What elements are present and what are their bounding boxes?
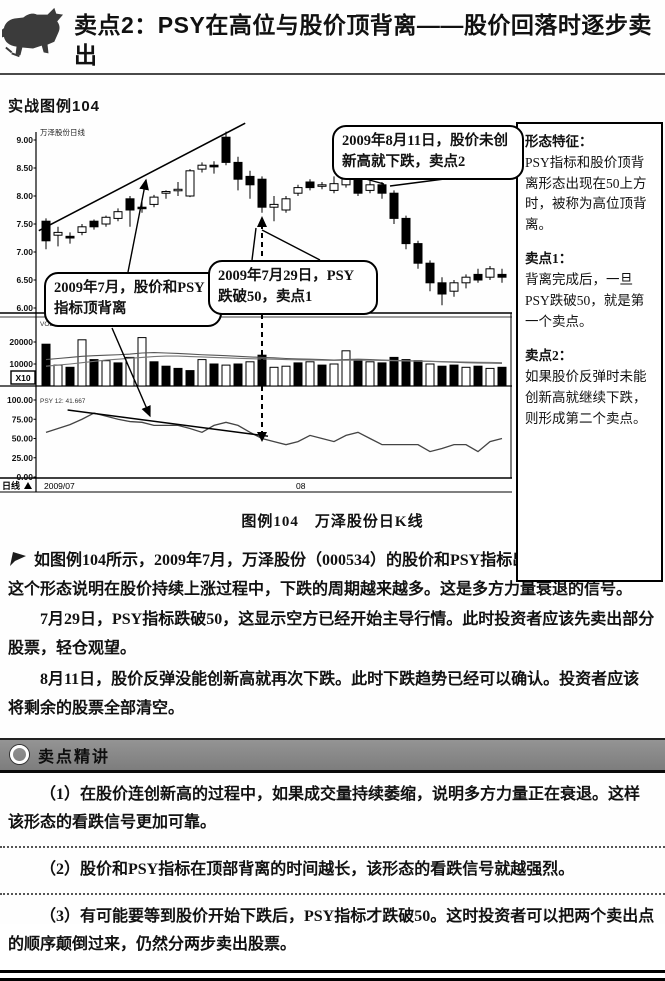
sidebar-text: 如果股价反弹时未能创新高就继续下跌，则形成第二个卖点。 <box>525 368 647 426</box>
figure-label: 实战图例104 <box>8 97 101 115</box>
annotation-sellpoint1-callout: 2009年7月29日，PSY跌破50，卖点1 <box>208 259 378 316</box>
svg-text:7.00: 7.00 <box>16 247 33 257</box>
svg-text:10000: 10000 <box>9 359 33 369</box>
ring-icon <box>10 745 29 764</box>
sidebar-heading: 卖点2： <box>525 348 573 364</box>
body-text: 如图例104所示，2009年7月，万泽股份（000534）的股价和PSY指标出现… <box>0 541 665 724</box>
svg-text:20000: 20000 <box>9 337 33 347</box>
svg-text:X10: X10 <box>15 373 30 383</box>
svg-text:万泽股份日线: 万泽股份日线 <box>40 127 85 137</box>
svg-text:8.50: 8.50 <box>16 163 33 173</box>
sidebar-heading: 形态特征： <box>525 133 593 149</box>
body-paragraph: 如图例104所示，2009年7月，万泽股份（000534）的股价和PSY指标出现… <box>8 547 655 605</box>
bottom-double-rule <box>0 969 665 981</box>
svg-text:8.00: 8.00 <box>16 191 33 201</box>
sidebar-heading: 卖点1： <box>525 251 573 267</box>
svg-text:6.00: 6.00 <box>16 303 33 313</box>
svg-text:日线: 日线 <box>2 480 20 491</box>
annotation-sellpoint2-callout: 2009年8月11日，股价未创新高就下跌，卖点2 <box>332 124 524 181</box>
body-paragraph: 7月29日，PSY指标跌破50，这显示空方已经开始主导行情。此时投资者应该先卖出… <box>8 611 655 658</box>
figure-caption: 图例104 万泽股份日K线 <box>241 513 424 530</box>
header-divider <box>0 72 665 75</box>
tips-list: （1）在股价连创新高的过程中，如果成交量持续萎缩，说明多方力量正在衰退。这样该形… <box>0 773 665 968</box>
svg-text:7.50: 7.50 <box>16 219 33 229</box>
svg-text:75.00: 75.00 <box>12 414 34 424</box>
list-item: （1）在股价连创新高的过程中，如果成交量持续萎缩，说明多方力量正在衰退。这样该形… <box>0 773 665 848</box>
paragraph-text: 如图例104所示，2009年7月，万泽股份（000534）的股价和PSY指标出现… <box>8 551 641 598</box>
svg-text:PSY 12: 41.667: PSY 12: 41.667 <box>40 398 86 405</box>
sidebar-text: PSY指标和股价顶背离形态出现在50上方时，被称为高位顶背离。 <box>525 154 647 233</box>
page-title: 卖点2：PSY在高位与股价顶背离——股价回落时逐步卖出 <box>74 12 652 69</box>
pattern-note-sidebar: 形态特征： PSY指标和股价顶背离形态出现在50上方时，被称为高位顶背离。 卖点… <box>516 121 663 582</box>
svg-text:50.00: 50.00 <box>12 433 34 443</box>
section-title: 卖点精讲 <box>38 748 111 766</box>
svg-text:25.00: 25.00 <box>12 452 34 462</box>
sidebar-text: 背离完成后，一旦PSY跌破50，就是第一个卖点。 <box>525 272 645 330</box>
bull-logo-icon <box>2 7 64 58</box>
svg-text:08: 08 <box>296 481 306 491</box>
svg-text:100.00: 100.00 <box>7 395 33 405</box>
list-item: （3）有可能要等到股价开始下跌后，PSY指标才跌破50。这时投资者可以把两个卖出… <box>8 907 655 953</box>
page-header: 卖点2：PSY在高位与股价顶背离——股价回落时逐步卖出 <box>0 0 665 71</box>
list-item: （2）股价和PSY指标在顶部背离的时间越长，该形态的看跌信号就越强烈。 <box>0 848 665 895</box>
svg-text:0.00: 0.00 <box>16 472 33 482</box>
section-header-bar: 卖点精讲 <box>0 737 665 773</box>
svg-text:2009/07: 2009/07 <box>44 481 75 491</box>
body-paragraph: 8月11日，股价反弹没能创新高就再次下跌。此时下跌趋势已经可以确认。投资者应该将… <box>8 670 640 717</box>
annotation-divergence-callout: 2009年7月，股价和PSY指标顶背离 <box>44 271 222 328</box>
svg-text:6.50: 6.50 <box>16 275 33 285</box>
flag-icon <box>10 551 26 566</box>
svg-text:9.00: 9.00 <box>16 135 33 145</box>
